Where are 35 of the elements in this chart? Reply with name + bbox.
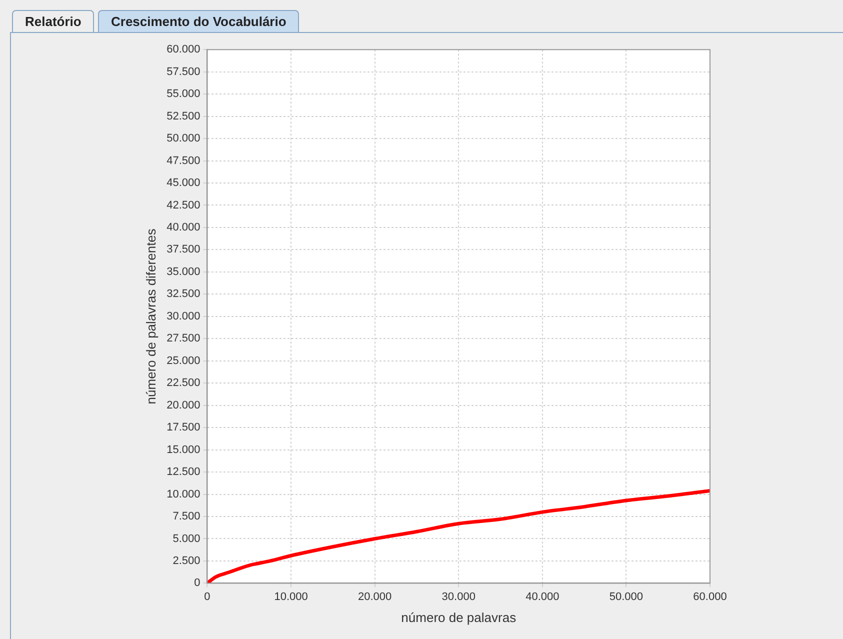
y-tick-label: 50.000: [166, 132, 200, 145]
y-tick-label: 40.000: [166, 222, 200, 234]
x-tick-label: 30.000: [442, 590, 476, 603]
y-tick-label: 7.500: [172, 510, 200, 523]
y-tick-label: 25.000: [166, 354, 200, 367]
y-tick-label: 52.500: [166, 110, 200, 122]
y-tick-label: 0: [194, 577, 200, 590]
y-tick-label: 17.500: [166, 422, 200, 434]
y-tick-label: 47.500: [166, 154, 200, 167]
y-tick-label: 12.500: [166, 466, 200, 478]
y-tick-label: 35.000: [166, 266, 200, 278]
y-tick-label: 42.500: [166, 199, 200, 212]
y-tick-label: 2.500: [172, 555, 200, 567]
text: Relatório: [12, 10, 94, 32]
x-tick-label: 50.000: [609, 590, 644, 603]
y-tick-label: 22.500: [166, 377, 200, 390]
y-tick-label: 32.500: [166, 288, 200, 300]
y-axis-title: número de palavras diferentes: [143, 228, 158, 404]
y-tick-label: 45.000: [166, 177, 200, 190]
y-tick-label: 15.000: [166, 444, 200, 456]
x-tick-label: 20.000: [358, 590, 392, 603]
x-axis-title: número de palavras: [401, 610, 517, 625]
y-tick-label: 5.000: [172, 532, 200, 545]
x-tick-label: 60.000: [693, 590, 727, 603]
y-tick-label: 30.000: [166, 310, 200, 322]
x-tick-label: 0: [204, 590, 210, 603]
y-tick-label: 57.500: [166, 66, 200, 78]
y-tick-label: 27.500: [166, 332, 200, 345]
x-tick-label: 40.000: [526, 590, 560, 603]
x-tick-label: 10.000: [274, 590, 308, 603]
y-tick-label: 60.000: [166, 44, 200, 56]
y-tick-label: 55.000: [166, 88, 200, 100]
y-tick-label: 37.500: [166, 244, 200, 256]
y-tick-label: 10.000: [166, 488, 200, 500]
y-tick-label: 20.000: [166, 399, 200, 412]
